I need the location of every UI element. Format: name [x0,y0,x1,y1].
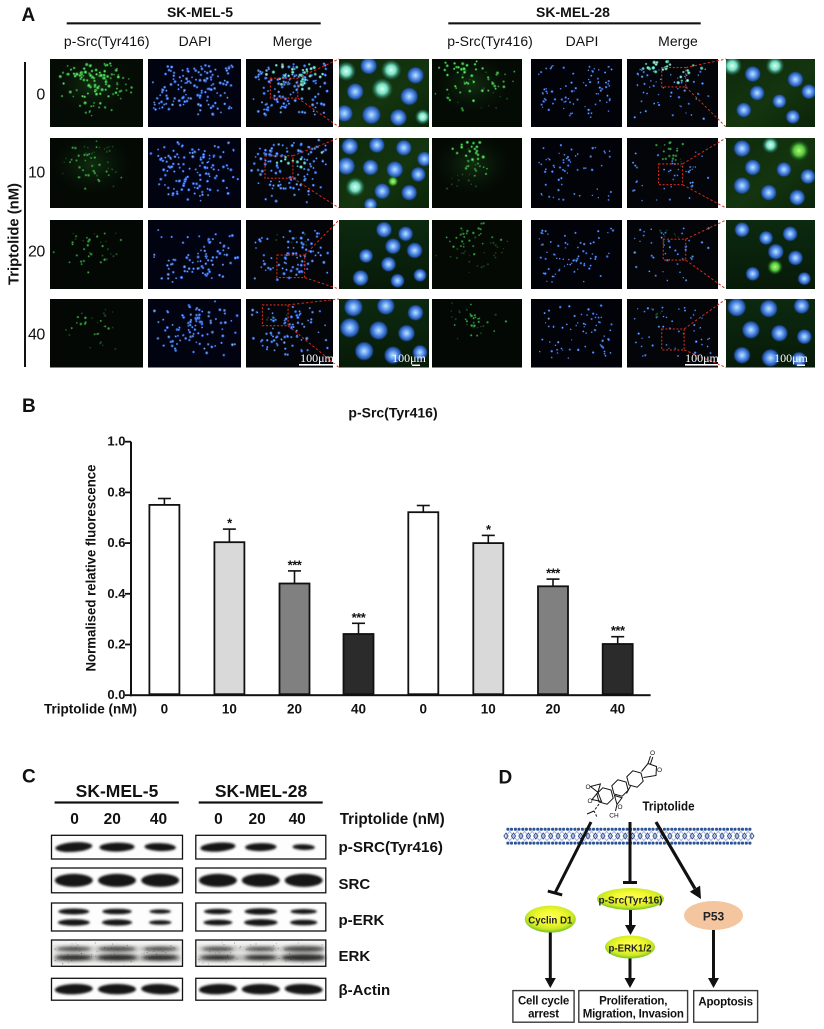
svg-text:Apoptosis: Apoptosis [698,997,752,1009]
svg-text:O: O [617,804,622,811]
svg-text:Normalised relative fluorescen: Normalised relative fluorescence [83,464,99,671]
svg-text:0.2: 0.2 [107,637,125,652]
svg-text:0: 0 [36,87,45,104]
svg-text:O: O [657,767,662,774]
svg-text:O: O [587,798,592,805]
svg-text:CH: CH [609,813,619,820]
svg-text:A: A [22,5,36,26]
svg-text:0.0: 0.0 [107,687,125,702]
svg-text:***: *** [546,566,561,581]
svg-text:0: 0 [214,811,223,828]
svg-text:10: 10 [28,165,45,182]
svg-text:p-Src(Tyr416): p-Src(Tyr416) [64,33,150,49]
svg-text:0: 0 [161,702,169,717]
svg-text:D: D [499,768,513,789]
svg-text:40: 40 [610,702,625,717]
svg-text:0.8: 0.8 [107,484,125,499]
svg-text:***: *** [611,623,626,638]
svg-text:SK-MEL-28: SK-MEL-28 [536,4,610,20]
svg-text:*: * [227,516,233,531]
svg-text:p-ERK1/2: p-ERK1/2 [609,942,652,954]
svg-text:arrest: arrest [528,1009,559,1021]
svg-text:40: 40 [351,702,366,717]
svg-text:***: *** [288,557,303,572]
svg-text:p-SRC(Tyr416): p-SRC(Tyr416) [339,839,444,856]
svg-text:SK-MEL-5: SK-MEL-5 [76,781,159,801]
svg-text:p-Src(Tyr416): p-Src(Tyr416) [447,33,533,49]
svg-text:100μm: 100μm [300,351,334,365]
svg-text:10: 10 [222,702,237,717]
svg-text:20: 20 [248,811,265,828]
svg-text:40: 40 [289,811,306,828]
svg-text:0.4: 0.4 [107,586,126,601]
svg-text:DAPI: DAPI [566,33,599,49]
svg-text:1.0: 1.0 [107,434,125,449]
svg-text:Proliferation,: Proliferation, [599,996,667,1008]
svg-text:Cell cycle: Cell cycle [518,996,569,1008]
svg-text:40: 40 [28,327,45,344]
svg-text:0.6: 0.6 [107,535,125,550]
svg-text:Merge: Merge [273,33,313,49]
svg-text:Cyclin D1: Cyclin D1 [528,915,572,927]
svg-text:20: 20 [287,702,302,717]
svg-text:***: *** [352,610,367,625]
svg-text:20: 20 [104,811,121,828]
svg-text:Merge: Merge [658,33,698,49]
svg-text:*: * [486,522,492,537]
svg-text:40: 40 [150,811,167,828]
svg-text:20: 20 [28,244,45,261]
svg-text:p-Src(Tyr416): p-Src(Tyr416) [599,895,663,906]
svg-text:20: 20 [545,702,560,717]
svg-text:100μm: 100μm [685,351,719,365]
svg-text:100μm: 100μm [392,351,426,365]
svg-text:0: 0 [420,702,428,717]
svg-text:100μm: 100μm [774,351,808,365]
svg-text:SRC: SRC [339,876,371,893]
svg-text:0: 0 [70,811,79,828]
svg-text:SK-MEL-28: SK-MEL-28 [215,781,308,801]
svg-text:P53: P53 [703,910,725,924]
svg-text:ERK: ERK [339,948,371,965]
svg-text:SK-MEL-5: SK-MEL-5 [167,4,233,20]
svg-text:O: O [585,784,590,791]
svg-text:Triptolide: Triptolide [643,799,695,814]
svg-text:O: O [650,750,655,757]
svg-text:β-Actin: β-Actin [339,982,391,999]
svg-text:10: 10 [481,702,496,717]
svg-text:p-Src(Tyr416): p-Src(Tyr416) [348,405,437,421]
svg-text:Migration, Invasion: Migration, Invasion [583,1009,684,1021]
svg-text:DAPI: DAPI [179,33,212,49]
svg-text:p-ERK: p-ERK [339,912,385,929]
svg-text:Triptolide (nM): Triptolide (nM) [44,702,137,717]
svg-text:C: C [22,766,36,787]
svg-text:Triptolide (nM): Triptolide (nM) [340,811,445,828]
svg-text:Triptolide (nM): Triptolide (nM) [6,183,23,285]
svg-text:B: B [22,396,36,417]
